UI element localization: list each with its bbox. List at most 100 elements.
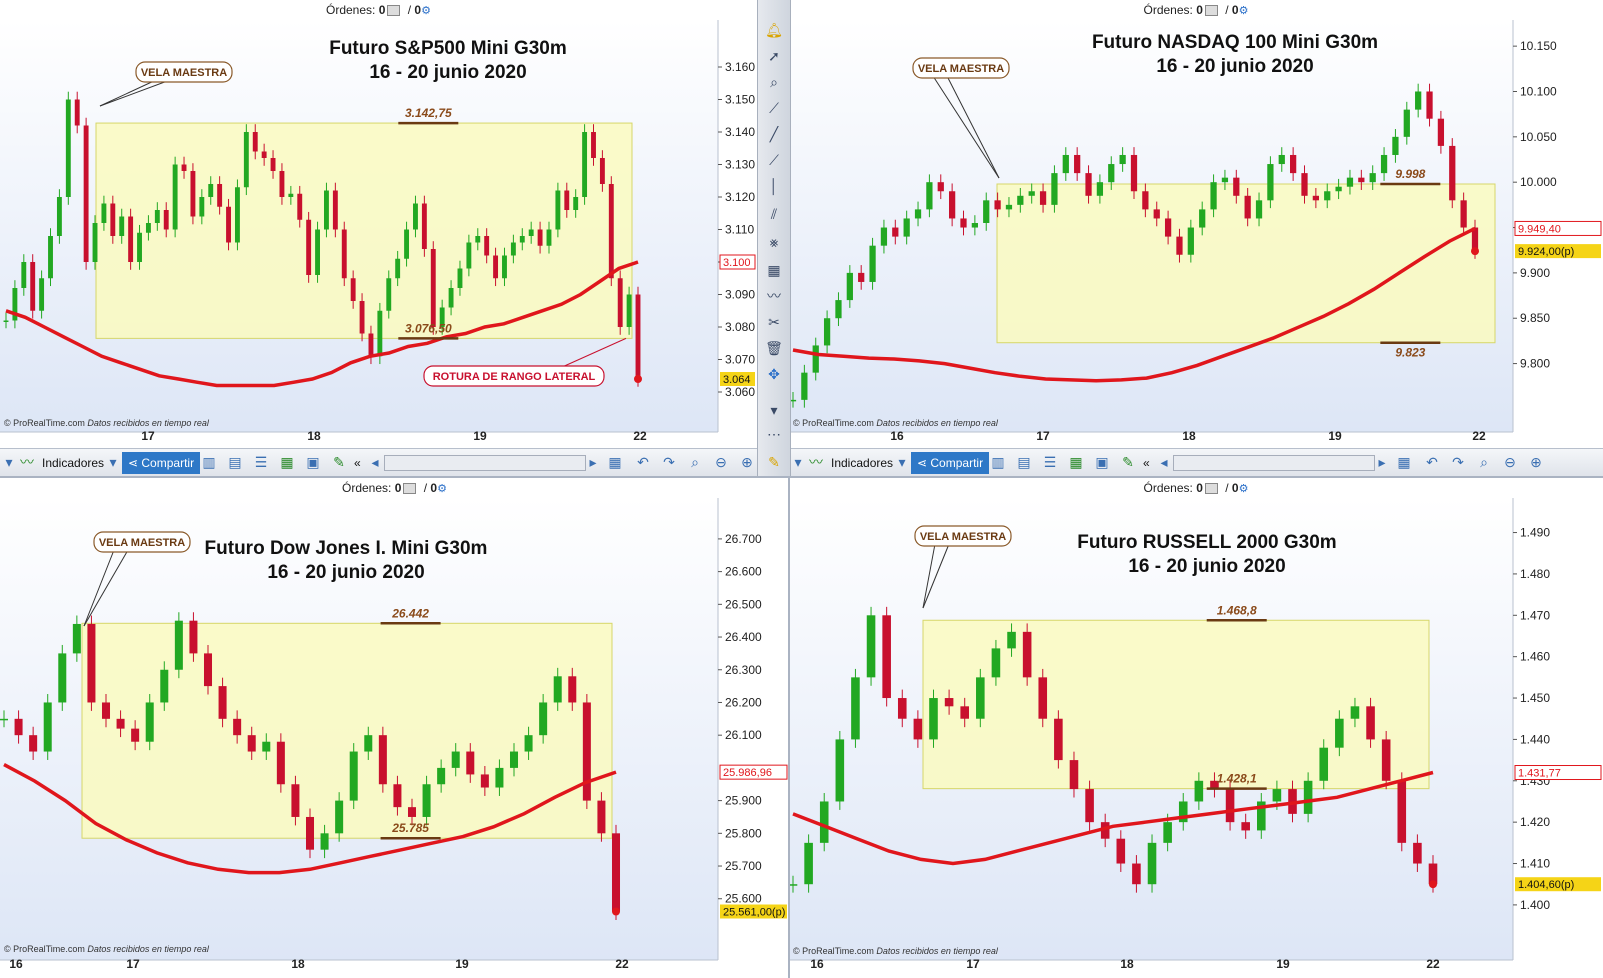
window-icon[interactable]: ▣ — [306, 454, 320, 470]
zoom-in-icon[interactable]: ⊕ — [741, 454, 753, 470]
gear-icon[interactable]: ⚙ — [437, 483, 447, 495]
more-icon[interactable]: ⋯ — [767, 426, 781, 442]
scroll-left-icon[interactable]: ◂ — [371, 454, 379, 470]
candle-body — [65, 99, 71, 197]
chart-panel-russell[interactable]: Órdenes: 0 / 0⚙ 1.468,8 1.428,1 Futuro RUS… — [789, 478, 1603, 978]
candle-body — [58, 653, 67, 703]
chevron-down-icon[interactable]: ▾ — [794, 454, 802, 470]
line-icon[interactable]: ╱ — [769, 126, 779, 142]
table-icon[interactable]: ▦ — [280, 454, 294, 470]
share-button[interactable]: ⋖ Compartir — [911, 452, 990, 474]
list-icon[interactable]: ☰ — [254, 454, 268, 470]
chart-panel-dow[interactable]: Órdenes: 0 / 0⚙ 26.442 25.785 Futuro Dow J… — [0, 478, 789, 978]
trash-icon[interactable]: 🗑︎ — [765, 340, 783, 356]
zoom-out-icon[interactable]: ⊖ — [1504, 454, 1516, 470]
candle-body — [1244, 195, 1251, 219]
zoom-out-icon[interactable]: ⊖ — [715, 454, 727, 470]
price-chart[interactable]: 9.998 9.823 Futuro NASDAQ 100 Mini G30m 16 … — [789, 20, 1603, 448]
horizontal-scrollbar[interactable] — [1173, 455, 1375, 471]
undo-icon[interactable]: ↶ — [1426, 454, 1438, 470]
candle-body — [495, 767, 504, 788]
candle-body — [189, 620, 198, 654]
message-icon[interactable]: ▤ — [228, 454, 242, 470]
move-icon[interactable]: ✥ — [768, 366, 780, 382]
y-tick-label: 10.000 — [1520, 175, 1557, 189]
chevron-down-icon[interactable]: ▾ — [5, 454, 13, 470]
wave-icon[interactable]: 〰 — [767, 288, 781, 304]
orders-box-icon[interactable] — [403, 483, 417, 495]
redo-icon[interactable]: ↷ — [1452, 454, 1464, 470]
fibonacci-icon[interactable]: ⨳ — [769, 234, 779, 250]
zoom-fit-icon[interactable]: ⌕ — [691, 454, 699, 470]
indicators-button[interactable]: Indicadores — [42, 456, 105, 470]
pen-icon[interactable]: ✎ — [768, 454, 780, 470]
orders-box-icon[interactable] — [387, 5, 401, 17]
scroll-right-icon[interactable]: ▸ — [1378, 454, 1386, 470]
layout-icon[interactable]: ▥ — [991, 454, 1005, 470]
pattern-icon[interactable]: ▦ — [767, 262, 781, 278]
window-icon[interactable]: ▣ — [1095, 454, 1109, 470]
candle-body — [851, 677, 860, 740]
range-top-label: 9.998 — [1395, 167, 1425, 181]
chevron-down-icon[interactable]: ▾ — [109, 454, 117, 470]
candle-body — [335, 800, 344, 834]
chart-panel-sp500[interactable]: Órdenes: 0 / 0⚙ 3.142,75 3.076,50 Futuro S… — [0, 0, 757, 448]
vertical-line-icon[interactable]: │ — [769, 178, 779, 194]
magnifier-icon[interactable]: ⌕ — [770, 74, 778, 90]
chart-panel-nasdaq[interactable]: Órdenes: 0 / 0⚙ 9.998 9.823 Futuro NASDAQ … — [789, 0, 1603, 448]
redo-icon[interactable]: ↷ — [663, 454, 675, 470]
layout-icon[interactable]: ▥ — [202, 454, 216, 470]
share-button[interactable]: ⋖ Compartir — [122, 452, 201, 474]
scroll-left-icon[interactable]: ◂ — [1160, 454, 1168, 470]
indicators-icon[interactable]: 〰 — [20, 454, 34, 470]
price-chart[interactable]: 3.142,75 3.076,50 Futuro S&P500 Mini G30m 1… — [0, 20, 757, 448]
candle-body — [1132, 863, 1141, 885]
collapse-button[interactable]: « — [1143, 456, 1150, 470]
message-icon[interactable]: ▤ — [1017, 454, 1031, 470]
candle-body — [1415, 91, 1422, 110]
gear-icon[interactable]: ⚙ — [1238, 5, 1249, 17]
lateral-range-box[interactable] — [922, 619, 1430, 790]
calendar-icon[interactable]: ▦ — [1397, 454, 1411, 470]
candle-body — [83, 125, 89, 262]
chart-tool-icon[interactable]: ✎ — [1122, 454, 1134, 470]
collapse-button[interactable]: « — [354, 456, 361, 470]
orders-box-icon[interactable] — [1204, 483, 1218, 495]
callout-pointer — [922, 543, 936, 609]
price-chart[interactable]: 1.468,8 1.428,1 Futuro RUSSELL 2000 G30m 16… — [789, 498, 1603, 978]
channel-icon[interactable]: ⫽ — [770, 206, 778, 222]
list-icon[interactable]: ☰ — [1043, 454, 1057, 470]
chevron-down-icon[interactable]: ▾ — [898, 454, 906, 470]
candle-body — [1022, 631, 1032, 678]
orders-box-icon[interactable] — [1204, 5, 1218, 17]
orders-label: Órdenes: — [1143, 481, 1193, 495]
gear-icon[interactable]: ⚙ — [421, 5, 431, 17]
y-tick-label: 1.420 — [1520, 815, 1550, 829]
tools-icon[interactable]: ✂ — [768, 314, 780, 330]
bell-icon[interactable]: 🔔︎ — [765, 22, 783, 38]
candle-body — [1267, 164, 1274, 201]
ruler-icon[interactable]: ⟋ — [769, 100, 779, 116]
price-chart[interactable]: 26.442 25.785 Futuro Dow Jones I. Mini G30… — [0, 498, 789, 978]
cursor-icon[interactable]: ➚ — [768, 48, 780, 64]
table-icon[interactable]: ▦ — [1069, 454, 1083, 470]
candle-body — [812, 345, 819, 373]
candle-body — [131, 728, 140, 742]
undo-icon[interactable]: ↶ — [637, 454, 649, 470]
y-tick-label: 3.060 — [725, 385, 755, 399]
indicators-button[interactable]: Indicadores — [831, 456, 894, 470]
scroll-right-icon[interactable]: ▸ — [589, 454, 597, 470]
zoom-in-icon[interactable]: ⊕ — [1530, 454, 1542, 470]
watermark-note: Datos recibidos en tiempo real — [87, 944, 210, 954]
candle-body — [43, 702, 52, 752]
calendar-icon[interactable]: ▦ — [608, 454, 622, 470]
chart-tool-icon[interactable]: ✎ — [333, 454, 345, 470]
candle-body — [611, 833, 621, 912]
segment-icon[interactable]: ⟋ — [769, 152, 779, 168]
horizontal-scrollbar[interactable] — [384, 455, 586, 471]
scroll-down-icon[interactable]: ▾ — [770, 402, 778, 418]
zoom-fit-icon[interactable]: ⌕ — [1480, 454, 1488, 470]
lateral-range-box[interactable] — [81, 622, 613, 839]
gear-icon[interactable]: ⚙ — [1238, 483, 1249, 495]
indicators-icon[interactable]: 〰 — [809, 454, 823, 470]
